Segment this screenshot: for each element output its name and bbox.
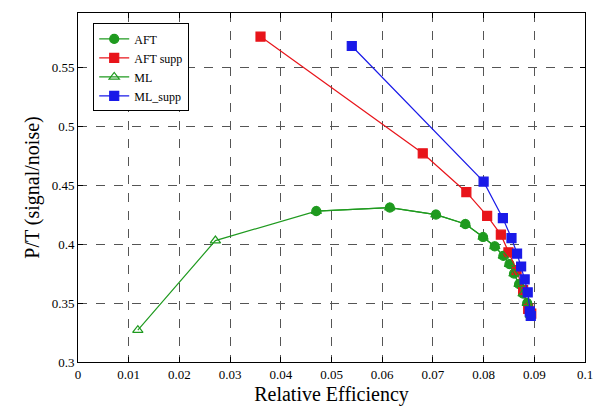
svg-text:0.02: 0.02 <box>168 367 191 382</box>
svg-text:0.07: 0.07 <box>422 367 445 382</box>
svg-text:0.4: 0.4 <box>58 237 75 252</box>
svg-text:Relative Efficiency: Relative Efficiency <box>254 383 409 406</box>
svg-text:0.5: 0.5 <box>58 119 74 134</box>
svg-text:0.35: 0.35 <box>52 296 75 311</box>
svg-text:P/T (signal/noise): P/T (signal/noise) <box>21 116 44 258</box>
svg-text:AFT supp: AFT supp <box>134 52 182 66</box>
svg-text:0.1: 0.1 <box>577 367 593 382</box>
svg-text:0.05: 0.05 <box>320 367 343 382</box>
svg-text:0.04: 0.04 <box>269 367 292 382</box>
svg-text:0: 0 <box>75 367 82 382</box>
svg-text:0.03: 0.03 <box>219 367 242 382</box>
svg-text:0.3: 0.3 <box>58 355 74 370</box>
svg-text:0.08: 0.08 <box>472 367 495 382</box>
svg-text:ML: ML <box>134 71 152 85</box>
svg-text:0.06: 0.06 <box>371 367 394 382</box>
svg-text:0.09: 0.09 <box>523 367 546 382</box>
svg-text:0.55: 0.55 <box>52 60 75 75</box>
svg-text:AFT: AFT <box>134 33 157 47</box>
svg-text:0.45: 0.45 <box>52 178 75 193</box>
svg-text:ML_supp: ML_supp <box>134 90 181 104</box>
svg-text:0.01: 0.01 <box>117 367 140 382</box>
